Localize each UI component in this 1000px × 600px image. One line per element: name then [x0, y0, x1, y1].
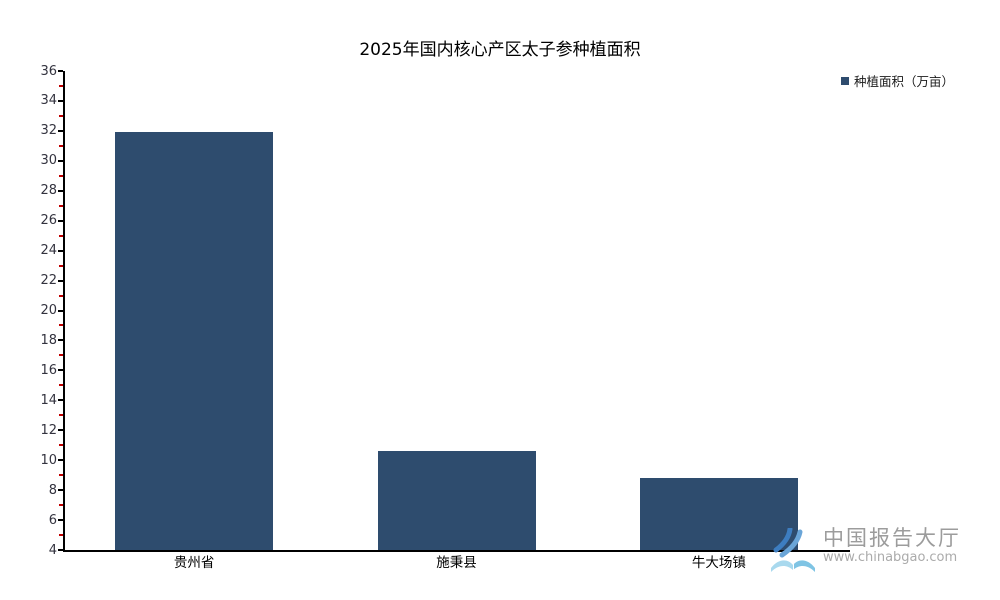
y-axis-tick-label: 22: [40, 273, 57, 289]
y-axis-major-tick: [58, 99, 63, 102]
chart-title: 2025年国内核心产区太子参种植面积: [359, 40, 641, 60]
y-axis-major-tick: [58, 519, 63, 522]
y-axis-major-tick: [58, 129, 63, 132]
y-axis-minor-tick: [59, 144, 63, 147]
y-axis-tick-label: 18: [40, 332, 57, 348]
y-axis-minor-tick: [59, 264, 63, 267]
y-axis-tick-label: 8: [48, 482, 57, 498]
y-axis-minor-tick: [59, 324, 63, 327]
x-axis-line: [63, 550, 850, 552]
y-axis-major-tick: [58, 429, 63, 432]
y-axis-minor-tick: [59, 354, 63, 357]
y-axis-minor-tick: [59, 384, 63, 387]
y-axis-minor-tick: [59, 84, 63, 87]
y-axis-tick-label: 34: [40, 93, 57, 109]
legend: 种植面积（万亩）: [840, 71, 954, 90]
y-axis-major-tick: [58, 279, 63, 282]
y-axis-minor-tick: [59, 294, 63, 297]
y-axis-tick-label: 4: [48, 542, 57, 558]
y-axis-minor-tick: [59, 504, 63, 507]
y-axis-minor-tick: [59, 204, 63, 207]
x-axis-label: 贵州省: [173, 555, 215, 571]
y-axis-tick-label: 12: [40, 422, 57, 438]
x-axis-label: 牛大场镇: [691, 555, 746, 571]
y-axis-line: [63, 71, 65, 552]
y-axis-tick-label: 6: [48, 512, 57, 528]
legend-swatch-icon: [840, 76, 849, 85]
y-axis-major-tick: [58, 549, 63, 551]
y-axis-minor-tick: [59, 174, 63, 177]
watermark-url: www.chinabgao.com: [823, 550, 958, 565]
watermark-text: 中国报告大厅 www.chinabgao.com: [823, 526, 961, 566]
watermark-brand: 中国报告大厅: [823, 526, 961, 550]
x-axis-label: 施秉县: [436, 555, 477, 571]
y-axis-tick-label: 14: [40, 392, 57, 408]
y-axis-minor-tick: [59, 414, 63, 417]
y-axis-minor-tick: [59, 114, 63, 117]
y-axis-tick-label: 28: [40, 183, 57, 199]
watermark: 中国报告大厅 www.chinabgao.com: [770, 526, 961, 580]
y-axis-minor-tick: [59, 534, 63, 537]
y-axis-major-tick: [58, 159, 63, 162]
legend-label: 种植面积（万亩）: [853, 74, 954, 89]
y-axis-major-tick: [58, 70, 63, 72]
y-axis-tick-label: 16: [40, 362, 57, 378]
y-axis-major-tick: [58, 309, 63, 312]
y-axis-tick-label: 26: [40, 213, 57, 229]
y-axis-tick-label: 32: [40, 123, 57, 139]
bar: [115, 132, 274, 550]
y-axis-minor-tick: [59, 234, 63, 237]
y-axis-minor-tick: [59, 444, 63, 447]
y-axis-tick-label: 10: [40, 452, 57, 468]
bar: [377, 451, 536, 550]
y-axis-major-tick: [58, 339, 63, 342]
y-axis-tick-label: 36: [40, 63, 57, 79]
bar: [639, 478, 798, 550]
y-axis-major-tick: [58, 249, 63, 252]
y-axis-tick-label: 24: [40, 243, 57, 259]
y-axis-major-tick: [58, 459, 63, 462]
y-axis-major-tick: [58, 219, 63, 222]
y-axis-tick-label: 20: [40, 303, 57, 318]
y-axis-major-tick: [58, 189, 63, 192]
y-axis-major-tick: [58, 489, 63, 492]
chinabgao-logo-icon: [771, 528, 815, 572]
y-axis-major-tick: [58, 369, 63, 372]
y-axis-minor-tick: [59, 474, 63, 477]
y-axis-tick-label: 30: [40, 153, 57, 169]
y-axis-major-tick: [58, 399, 63, 402]
